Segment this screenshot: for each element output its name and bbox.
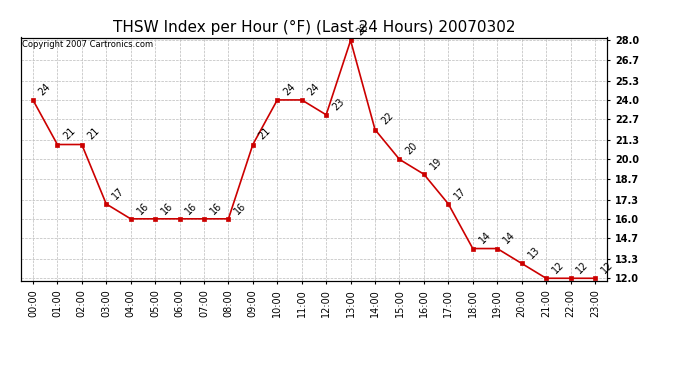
Text: 16: 16	[208, 200, 224, 216]
Text: 14: 14	[477, 230, 493, 246]
Text: 12: 12	[575, 260, 591, 276]
Text: 24: 24	[306, 81, 322, 97]
Text: 23: 23	[331, 96, 346, 112]
Text: 16: 16	[159, 200, 175, 216]
Text: 20: 20	[404, 141, 420, 157]
Title: THSW Index per Hour (°F) (Last 24 Hours) 20070302: THSW Index per Hour (°F) (Last 24 Hours)…	[112, 20, 515, 35]
Text: 21: 21	[86, 126, 102, 142]
Text: 22: 22	[380, 111, 395, 127]
Text: 12: 12	[550, 260, 566, 276]
Text: 21: 21	[257, 126, 273, 142]
Text: 17: 17	[453, 185, 469, 201]
Text: 24: 24	[282, 81, 297, 97]
Text: 12: 12	[599, 260, 615, 276]
Text: 24: 24	[37, 81, 53, 97]
Text: 17: 17	[110, 185, 126, 201]
Text: 21: 21	[61, 126, 77, 142]
Text: 19: 19	[428, 156, 444, 171]
Text: 13: 13	[526, 245, 542, 261]
Text: 16: 16	[135, 200, 150, 216]
Text: 16: 16	[233, 200, 248, 216]
Text: 28: 28	[355, 22, 371, 38]
Text: 14: 14	[502, 230, 517, 246]
Text: 16: 16	[184, 200, 199, 216]
Text: Copyright 2007 Cartronics.com: Copyright 2007 Cartronics.com	[22, 40, 153, 49]
